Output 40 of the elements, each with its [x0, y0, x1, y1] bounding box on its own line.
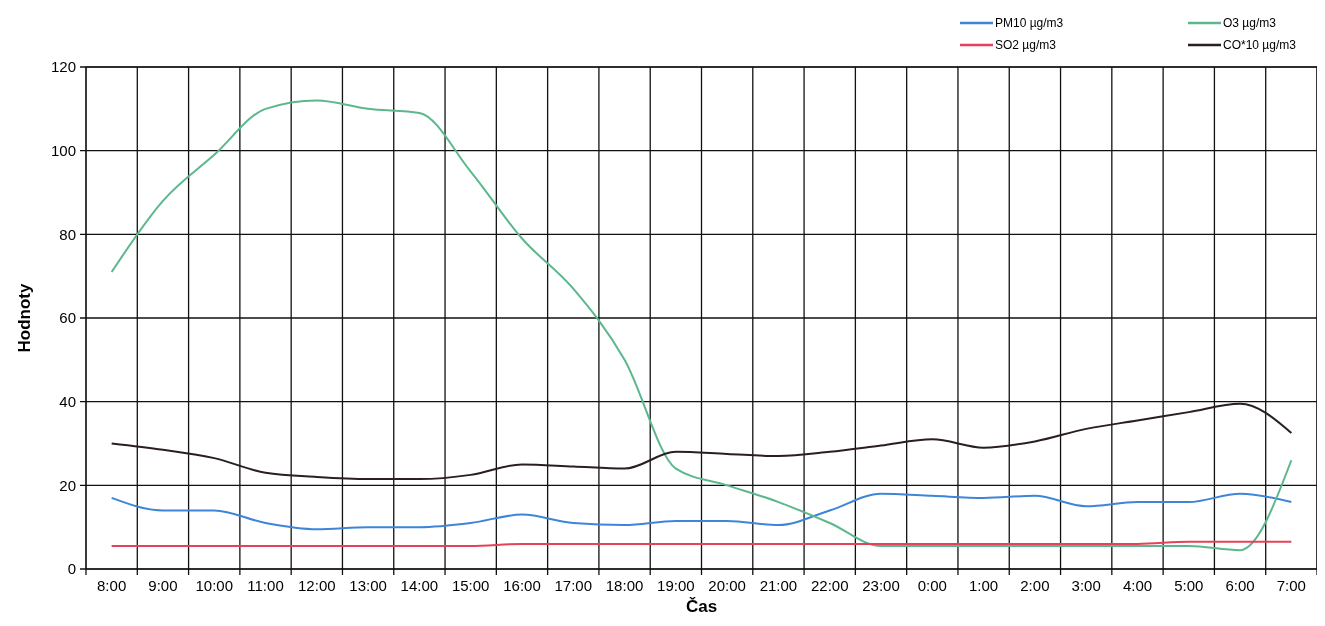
y-tick-label: 40 [59, 392, 76, 410]
x-tick-label: 13:00 [349, 577, 387, 594]
x-tick-label: 6:00 [1225, 577, 1255, 594]
x-tick-label: 0:00 [917, 577, 947, 594]
legend-label: CO*10 µg/m3 [1223, 38, 1297, 53]
x-tick-label: 19:00 [657, 577, 695, 594]
x-tick-label: 12:00 [298, 577, 336, 594]
x-tick-label: 22:00 [810, 577, 849, 594]
x-tick-label: 17:00 [554, 577, 593, 594]
x-tick-label: 1:00 [969, 577, 999, 594]
y-axis-title: Hodnoty [15, 282, 34, 353]
y-tick-label: 0 [67, 560, 76, 578]
x-tick-label: 18:00 [605, 577, 644, 594]
x-tick-label: 14:00 [400, 577, 439, 594]
y-tick-label: 80 [59, 225, 76, 243]
x-axis-title: Čas [685, 597, 718, 616]
x-tick-label: 8:00 [97, 577, 127, 594]
x-tick-label: 4:00 [1122, 577, 1153, 594]
y-tick-label: 60 [59, 309, 76, 327]
line-series [110, 402, 1293, 481]
x-tick-label: 15:00 [451, 577, 490, 594]
legend-label: O3 µg/m3 [1223, 16, 1277, 31]
y-tick-label: 120 [50, 58, 76, 76]
legend-label: SO2 µg/m3 [995, 38, 1057, 53]
x-tick-label: 7:00 [1276, 577, 1306, 594]
x-tick-label: 20:00 [708, 577, 746, 594]
line-series [110, 99, 1293, 552]
x-tick-label: 2:00 [1020, 577, 1050, 594]
line-series [110, 492, 1293, 531]
x-tick-label: 5:00 [1174, 577, 1204, 594]
x-tick-label: 23:00 [862, 577, 900, 594]
x-tick-label: 16:00 [503, 577, 541, 594]
x-tick-label: 11:00 [247, 577, 284, 594]
x-tick-label: 9:00 [148, 577, 178, 594]
y-tick-label: 100 [50, 141, 76, 159]
x-tick-label: 3:00 [1071, 577, 1101, 594]
legend-label: PM10 µg/m3 [995, 16, 1064, 31]
x-tick-label: 21:00 [759, 577, 798, 594]
y-tick-label: 20 [59, 476, 76, 494]
x-tick-label: 10:00 [195, 577, 233, 594]
